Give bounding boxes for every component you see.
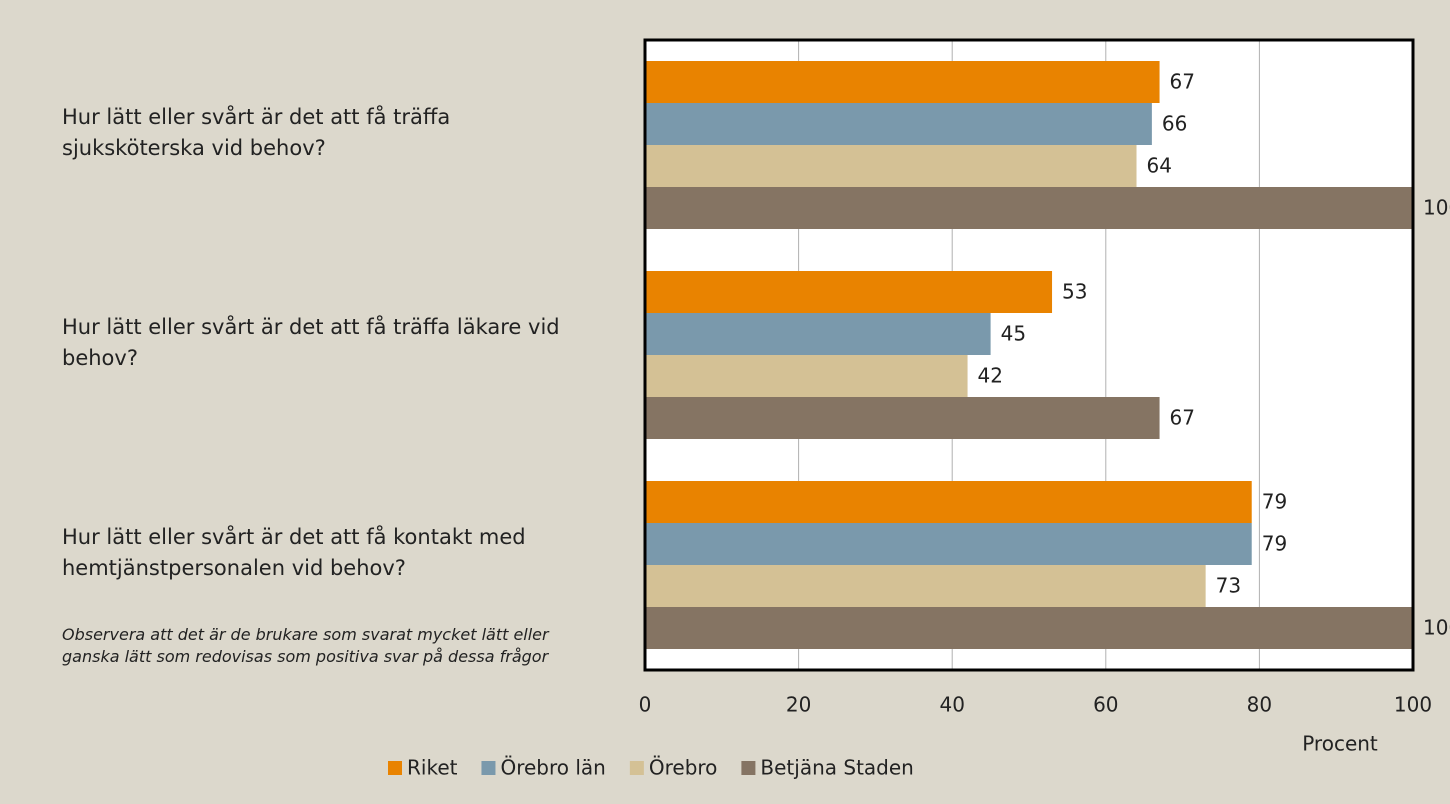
data-label: 100	[1423, 616, 1450, 640]
data-label: 100	[1423, 196, 1450, 220]
bar	[645, 355, 968, 397]
data-label: 79	[1262, 490, 1287, 514]
x-tick-label: 20	[786, 693, 811, 717]
data-label: 42	[978, 364, 1003, 388]
data-label: 79	[1262, 532, 1287, 556]
bar	[645, 397, 1160, 439]
legend-swatch	[629, 761, 644, 775]
bar	[645, 607, 1413, 649]
data-label: 66	[1162, 112, 1187, 136]
x-tick-label: 80	[1247, 693, 1272, 717]
category-label: Hur lätt eller svårt är det att få träff…	[62, 315, 560, 370]
legend-label: Örebro län	[500, 756, 605, 780]
legend-label: Riket	[407, 756, 458, 780]
data-label: 73	[1216, 574, 1241, 598]
x-tick-label: 100	[1394, 693, 1432, 717]
bar	[645, 103, 1152, 145]
bar	[645, 187, 1413, 229]
note: Observera att det är de brukare som svar…	[62, 625, 549, 666]
legend-label: Betjäna Staden	[760, 756, 913, 780]
x-tick-label: 0	[639, 693, 652, 717]
x-tick-label: 40	[939, 693, 964, 717]
data-label: 45	[1001, 322, 1026, 346]
legend-swatch	[388, 761, 402, 775]
bar	[645, 313, 991, 355]
plot-frame	[643, 38, 1415, 672]
bar	[645, 145, 1137, 187]
data-label: 64	[1147, 154, 1172, 178]
bar	[645, 523, 1252, 565]
legend-label: Örebro	[649, 756, 718, 780]
legend-swatch	[741, 761, 756, 775]
x-axis-label: Procent	[1302, 732, 1378, 756]
data-label: 53	[1062, 280, 1087, 304]
category-label: Hur lätt eller svårt är det att få konta…	[62, 525, 526, 580]
legend-swatch	[481, 761, 496, 775]
data-label: 67	[1170, 70, 1195, 94]
x-tick-label: 60	[1093, 693, 1118, 717]
category-label: Hur lätt eller svårt är det att få träff…	[62, 105, 451, 160]
data-label: 67	[1170, 406, 1195, 430]
bar	[645, 271, 1053, 313]
bar	[645, 481, 1252, 523]
bar	[645, 565, 1206, 607]
bar	[645, 61, 1160, 103]
